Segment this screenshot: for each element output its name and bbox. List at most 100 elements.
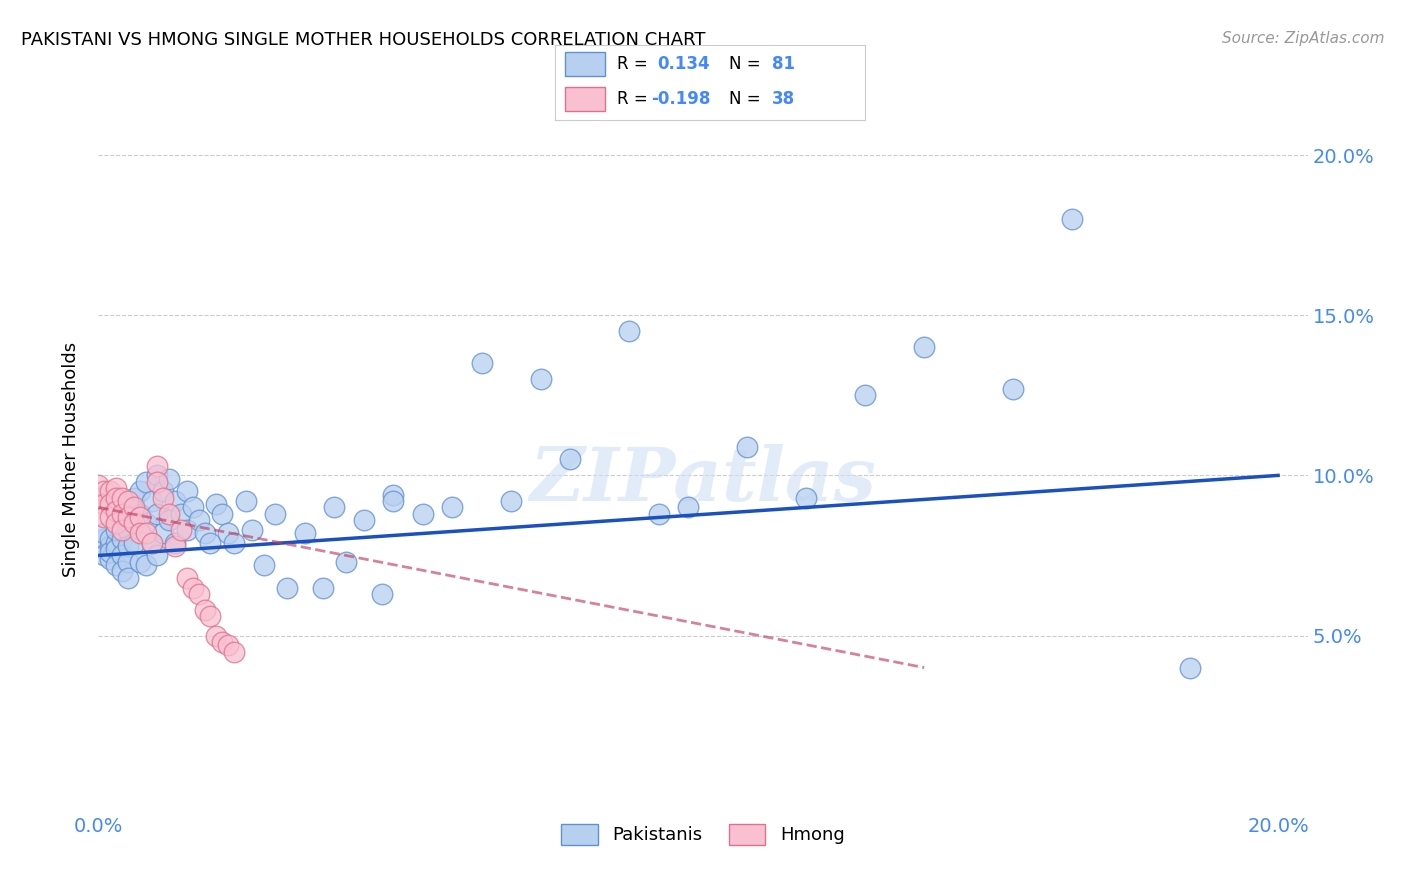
Point: [853, 388, 876, 402]
Point: [211, 635, 233, 649]
Point: [205, 628, 228, 642]
Text: R =: R =: [617, 90, 654, 108]
Text: Source: ZipAtlas.com: Source: ZipAtlas.com: [1222, 31, 1385, 46]
Point: [105, 535, 128, 549]
Y-axis label: Single Mother Households: Single Mother Households: [62, 342, 80, 577]
Point: [146, 458, 169, 473]
Point: [235, 494, 257, 508]
Point: [200, 609, 222, 624]
Point: [128, 555, 150, 569]
Point: [157, 513, 180, 527]
Point: [648, 507, 671, 521]
Point: [157, 472, 180, 486]
Point: [146, 468, 169, 483]
Point: [471, 356, 494, 370]
Point: [441, 500, 464, 515]
Point: [152, 526, 174, 541]
Point: [194, 526, 217, 541]
Point: [128, 484, 150, 499]
Text: ZIPatlas: ZIPatlas: [530, 444, 876, 516]
Point: [187, 587, 209, 601]
Point: [311, 581, 333, 595]
Point: [105, 516, 128, 531]
Point: [194, 603, 217, 617]
Point: [98, 533, 121, 547]
Text: PAKISTANI VS HMONG SINGLE MOTHER HOUSEHOLDS CORRELATION CHART: PAKISTANI VS HMONG SINGLE MOTHER HOUSEHO…: [21, 31, 706, 49]
Point: [560, 452, 582, 467]
Point: [117, 510, 139, 524]
Point: [141, 535, 163, 549]
Point: [105, 481, 128, 495]
Point: [122, 535, 145, 549]
Point: [205, 497, 228, 511]
Point: [93, 526, 115, 541]
Point: [735, 440, 758, 454]
Point: [135, 516, 157, 531]
Point: [382, 487, 405, 501]
Point: [98, 484, 121, 499]
Point: [117, 494, 139, 508]
Point: [323, 500, 346, 515]
Point: [122, 500, 145, 515]
Point: [111, 565, 134, 579]
Point: [93, 484, 115, 499]
Text: 0.134: 0.134: [658, 55, 710, 73]
Point: [111, 491, 134, 505]
Point: [98, 539, 121, 553]
Point: [200, 535, 222, 549]
Point: [135, 526, 157, 541]
Point: [122, 516, 145, 531]
Point: [105, 542, 128, 557]
Bar: [565, 52, 605, 77]
Point: [370, 587, 392, 601]
Point: [146, 507, 169, 521]
Text: 38: 38: [772, 90, 794, 108]
Point: [128, 510, 150, 524]
Point: [128, 526, 150, 541]
Point: [217, 526, 239, 541]
Point: [187, 513, 209, 527]
Point: [141, 494, 163, 508]
Point: [122, 513, 145, 527]
Point: [1178, 660, 1201, 674]
Point: [128, 507, 150, 521]
Point: [170, 523, 193, 537]
Text: N =: N =: [728, 90, 765, 108]
Point: [93, 497, 115, 511]
Point: [105, 558, 128, 573]
Point: [117, 571, 139, 585]
Point: [105, 523, 128, 537]
Text: R =: R =: [617, 55, 654, 73]
Point: [181, 500, 204, 515]
Point: [111, 533, 134, 547]
Point: [619, 324, 641, 338]
Point: [117, 500, 139, 515]
Point: [111, 507, 134, 521]
Point: [135, 475, 157, 489]
Point: [1060, 212, 1083, 227]
Point: [117, 539, 139, 553]
Point: [264, 507, 287, 521]
Point: [152, 491, 174, 505]
Point: [93, 549, 115, 563]
Point: [105, 503, 128, 517]
Point: [165, 535, 187, 549]
Point: [165, 494, 187, 508]
Point: [98, 545, 121, 559]
Legend: Pakistanis, Hmong: Pakistanis, Hmong: [554, 817, 852, 852]
Point: [1001, 382, 1024, 396]
Point: [93, 533, 115, 547]
Point: [111, 523, 134, 537]
Point: [135, 558, 157, 573]
Point: [87, 478, 110, 492]
Text: N =: N =: [728, 55, 765, 73]
Point: [117, 523, 139, 537]
Point: [382, 494, 405, 508]
Point: [105, 491, 128, 505]
Point: [501, 494, 523, 508]
Point: [105, 516, 128, 531]
Point: [93, 510, 115, 524]
Point: [335, 555, 357, 569]
Point: [152, 484, 174, 499]
Point: [530, 372, 553, 386]
